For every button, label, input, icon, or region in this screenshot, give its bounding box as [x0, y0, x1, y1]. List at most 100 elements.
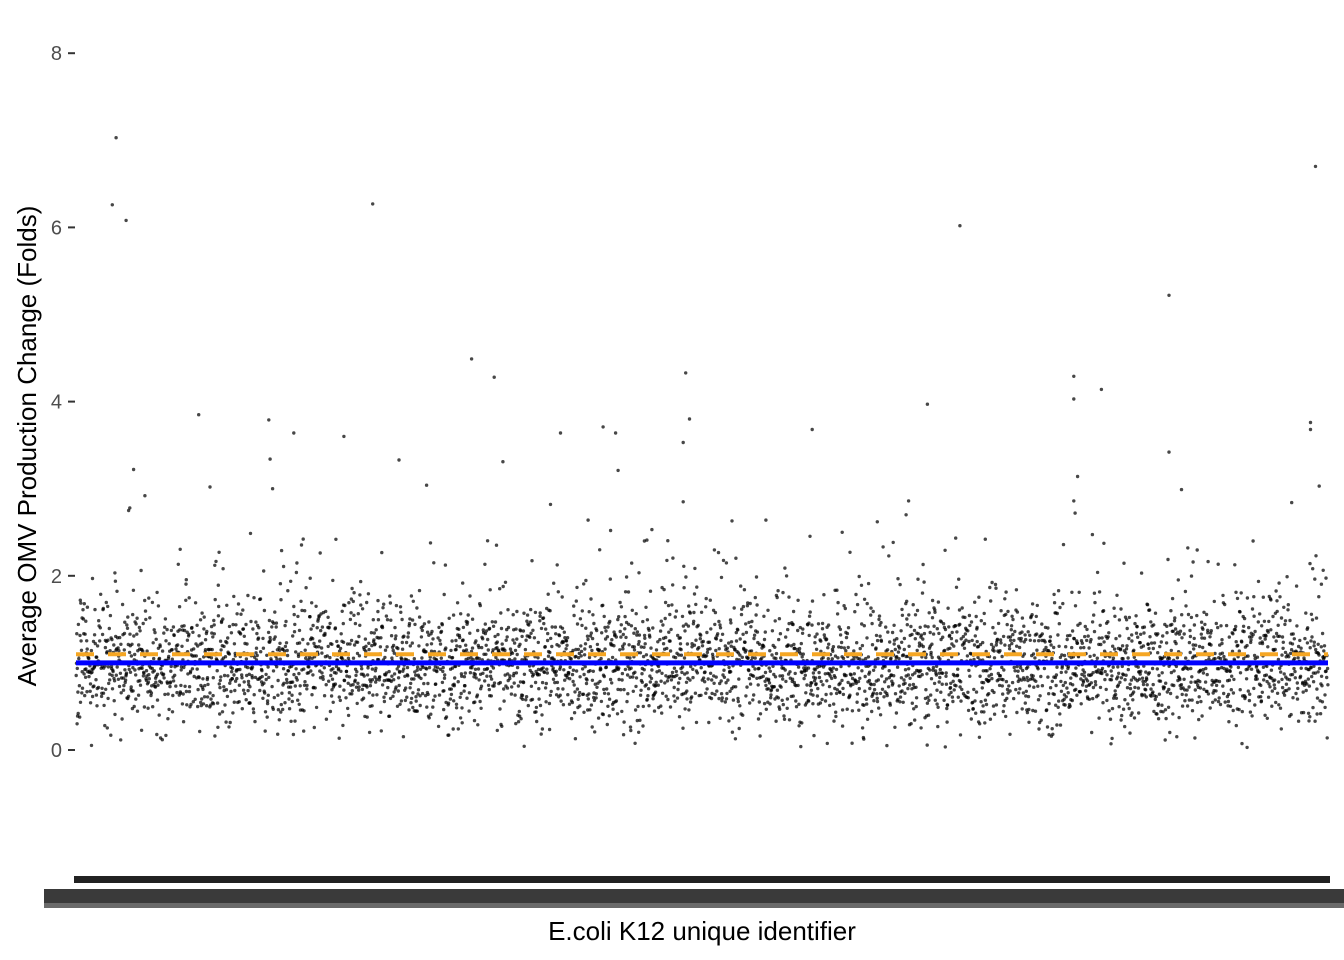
data-point [436, 636, 440, 640]
data-point [1118, 680, 1122, 684]
data-point [159, 667, 163, 671]
data-point [400, 640, 404, 645]
data-point [181, 720, 186, 724]
data-point [515, 665, 520, 670]
data-point [696, 623, 700, 628]
data-point [179, 668, 183, 672]
data-point [454, 706, 459, 710]
data-point [346, 706, 350, 711]
data-point [135, 632, 139, 636]
data-point [550, 625, 554, 629]
data-point [1201, 627, 1205, 631]
data-point [521, 697, 525, 701]
data-point [1118, 634, 1122, 638]
data-point [303, 680, 307, 684]
data-point [896, 697, 900, 702]
data-point [1171, 629, 1175, 633]
data-point [1124, 673, 1128, 677]
data-point [1295, 681, 1300, 685]
data-point [453, 676, 457, 680]
data-point [1001, 634, 1006, 639]
data-point [717, 619, 721, 624]
data-point [505, 635, 509, 639]
data-point [152, 656, 156, 661]
data-point [982, 710, 986, 714]
data-point [958, 224, 962, 228]
data-point [770, 653, 774, 657]
data-point [651, 697, 655, 701]
data-point [327, 679, 331, 683]
data-point [138, 629, 142, 633]
data-point [1028, 633, 1032, 637]
data-point [276, 693, 280, 697]
data-point [808, 534, 812, 538]
data-point [688, 678, 692, 682]
data-point [1213, 656, 1217, 661]
data-point [1149, 694, 1154, 698]
data-point [796, 598, 800, 602]
data-point [929, 650, 933, 655]
data-point [909, 624, 913, 629]
data-point [221, 617, 225, 621]
data-point [554, 632, 558, 636]
data-point [981, 640, 985, 645]
data-point [1079, 646, 1083, 650]
data-point [755, 676, 759, 680]
data-point [1174, 641, 1178, 646]
data-point [297, 671, 301, 676]
data-point [1193, 736, 1197, 740]
data-point [915, 648, 919, 653]
data-point [496, 648, 501, 652]
data-point [1109, 669, 1113, 673]
data-point [573, 690, 577, 694]
data-point [1163, 738, 1167, 742]
data-point [1198, 679, 1202, 684]
data-point [779, 685, 783, 689]
data-point [624, 575, 629, 579]
data-point [1005, 687, 1010, 692]
data-point [862, 737, 866, 741]
data-point [184, 582, 188, 586]
data-point [88, 689, 92, 693]
data-point [834, 710, 838, 714]
data-point [242, 634, 246, 638]
data-point [981, 681, 986, 685]
data-point [181, 692, 185, 696]
data-point [1314, 616, 1319, 620]
data-point [1212, 599, 1217, 604]
data-point [352, 613, 356, 617]
data-point [862, 703, 866, 707]
data-point [1036, 684, 1040, 688]
data-point [926, 625, 930, 629]
data-point [699, 610, 704, 614]
data-point [83, 675, 88, 679]
data-point [160, 738, 164, 742]
data-point [648, 680, 652, 684]
data-point [517, 709, 521, 714]
data-point [290, 699, 294, 704]
data-point [1279, 670, 1283, 674]
data-point [451, 727, 455, 731]
data-point [262, 681, 266, 685]
data-point [622, 687, 626, 692]
data-point [473, 667, 478, 671]
data-point [832, 702, 836, 706]
data-point [195, 623, 199, 627]
data-point [1317, 484, 1321, 488]
data-point [1157, 673, 1161, 678]
data-point [296, 654, 301, 659]
data-point [1092, 653, 1096, 657]
data-point [1131, 698, 1135, 702]
data-point [171, 625, 176, 629]
data-point [312, 725, 316, 730]
data-point [933, 610, 937, 614]
data-point [529, 607, 533, 612]
data-point [618, 600, 622, 605]
data-point [1085, 638, 1089, 643]
data-point [1218, 656, 1223, 661]
data-point [558, 665, 563, 669]
data-point [983, 537, 987, 541]
data-point [299, 543, 304, 547]
data-point [812, 679, 817, 683]
data-point [620, 671, 625, 676]
